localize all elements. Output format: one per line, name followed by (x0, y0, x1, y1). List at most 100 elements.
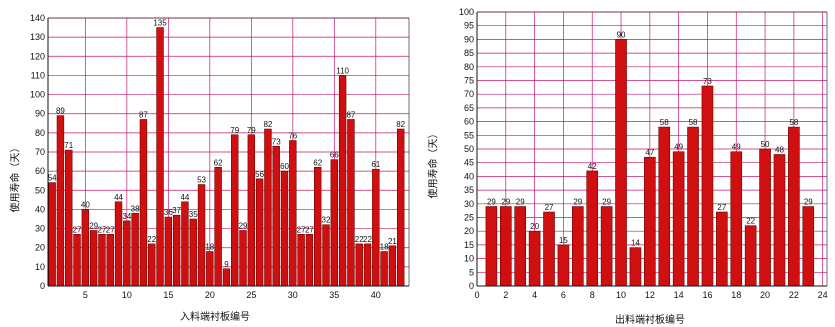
chart1-x-tick-label: 16 (702, 290, 712, 300)
right-y-axis-title: 使用寿命（天） (428, 128, 440, 199)
chart1-y-tick-label: 100 (459, 7, 474, 17)
chart0-data-label: 73 (272, 137, 281, 146)
chart1-bar (586, 170, 599, 287)
chart0-x-tick-label: 5 (83, 290, 88, 300)
chart0-y-tick-label: 30 (35, 224, 45, 234)
chart1-y-tick-label: 10 (464, 254, 474, 264)
chart1-bar (687, 126, 699, 287)
chart1-y-tick-label: 30 (464, 199, 474, 209)
chart0-data-label: 89 (56, 107, 65, 116)
chart0-y-tick-label: 60 (35, 166, 45, 176)
chart0-data-label: 27 (73, 225, 82, 234)
chart1-data-label: 49 (732, 143, 741, 152)
chart1-y-tick-label: 55 (464, 130, 474, 140)
chart0-bar (89, 230, 98, 287)
chart1-data-label: 27 (717, 203, 726, 212)
chart0-bar (189, 218, 197, 287)
chart0-y-tick-label: 50 (35, 185, 45, 195)
chart0-data-label: 82 (263, 120, 272, 129)
chart1-data-label: 42 (588, 162, 597, 171)
chart0-data-label: 40 (81, 200, 90, 209)
chart0-bar (338, 75, 347, 287)
chart1-bar (730, 151, 743, 287)
chart0-y-tick-label: 90 (35, 109, 45, 119)
chart1-bar (716, 211, 728, 287)
chart1-bar (644, 156, 656, 287)
chart0-bar (65, 149, 73, 287)
chart0-data-label: 29 (239, 221, 248, 230)
chart0-y-tick-label: 110 (31, 70, 45, 80)
chart1-data-label: 20 (530, 222, 539, 231)
chart0-bar (255, 178, 264, 287)
chart1-bar (600, 206, 613, 287)
chart1-data-label: 14 (631, 239, 640, 248)
chart0-data-label: 79 (247, 126, 256, 135)
chart1-data-label: 29 (501, 198, 510, 207)
left-x-axis-title: 入料端衬板编号 (180, 312, 250, 323)
chart0-data-label: 37 (172, 206, 181, 215)
chart1-bar (759, 148, 771, 287)
chart0-y-tick-label: 120 (30, 51, 45, 61)
chart1-data-label: 49 (674, 143, 683, 152)
chart0-data-label: 62 (214, 158, 223, 167)
chart1-x-tick-label: 14 (674, 290, 684, 300)
chart0-y-tick-label: 100 (30, 90, 45, 100)
chart1-y-tick-label: 65 (464, 103, 474, 113)
chart1-data-label: 73 (703, 77, 712, 86)
chart0-data-label: 53 (197, 176, 206, 185)
chart1-bar (773, 154, 786, 287)
chart0-data-label: 27 (297, 225, 306, 234)
chart0-data-label: 22 (355, 235, 364, 244)
chart0-data-label: 61 (371, 160, 380, 169)
chart0-data-label: 29 (89, 221, 98, 230)
chart0-bar (81, 209, 90, 287)
chart1-data-label: 29 (487, 198, 496, 207)
chart1-y-tick-label: 0 (469, 281, 474, 291)
chart0-data-label: 71 (64, 141, 73, 150)
chart1-x-tick-label: 8 (590, 290, 595, 300)
chart0-bar (172, 214, 181, 287)
chart0-bar (280, 170, 289, 287)
chart1-x-tick-label: 10 (616, 290, 626, 300)
chart0-y-tick-label: 40 (35, 204, 45, 214)
chart0-data-label: 21 (388, 237, 397, 246)
chart1-x-tick-label: 22 (789, 290, 799, 300)
chart0-x-tick-label: 20 (205, 290, 215, 300)
chart0-bar (148, 243, 156, 287)
chart0-y-tick-label: 10 (35, 262, 45, 272)
chart0-data-label: 18 (205, 243, 214, 252)
chart0-bar (106, 234, 114, 287)
chart1-data-label: 90 (617, 30, 626, 39)
chart0-data-label: 79 (230, 126, 239, 135)
chart1-y-tick-label: 85 (464, 48, 474, 58)
chart1-y-tick-label: 90 (464, 34, 474, 44)
chart0-x-tick-label: 35 (329, 290, 339, 300)
chart1-data-label: 58 (689, 118, 698, 127)
chart1-bar (615, 39, 627, 287)
chart1-data-label: 47 (645, 148, 654, 157)
chart0-y-tick-label: 20 (35, 243, 45, 253)
chart1-bar (701, 85, 714, 287)
chart0-data-label: 60 (280, 162, 289, 171)
chart0-data-label: 35 (189, 210, 198, 219)
chart1-data-label: 50 (761, 140, 770, 149)
chart0-bar (322, 224, 330, 287)
chart0-bar (247, 134, 256, 287)
chart1-bar (629, 247, 642, 287)
chart0-bar (98, 234, 106, 287)
chart1-bar (672, 151, 685, 287)
chart0-data-label: 135 (153, 19, 167, 28)
chart0-data-label: 22 (363, 235, 372, 244)
chart0-bar (56, 115, 65, 287)
chart0-bar (73, 234, 81, 287)
chart1-x-tick-label: 18 (731, 290, 741, 300)
chart1-bar (514, 206, 527, 287)
chart1-y-tick-label: 80 (464, 62, 474, 72)
chart0-bar (289, 140, 297, 287)
chart0-y-tick-label: 70 (35, 147, 45, 157)
right-bar-chart: 0510152025303540455055606570758085909510… (459, 7, 828, 300)
chart0-x-tick-label: 15 (163, 290, 173, 300)
chart1-x-tick-label: 2 (503, 290, 508, 300)
chart0-data-label: 62 (313, 158, 322, 167)
